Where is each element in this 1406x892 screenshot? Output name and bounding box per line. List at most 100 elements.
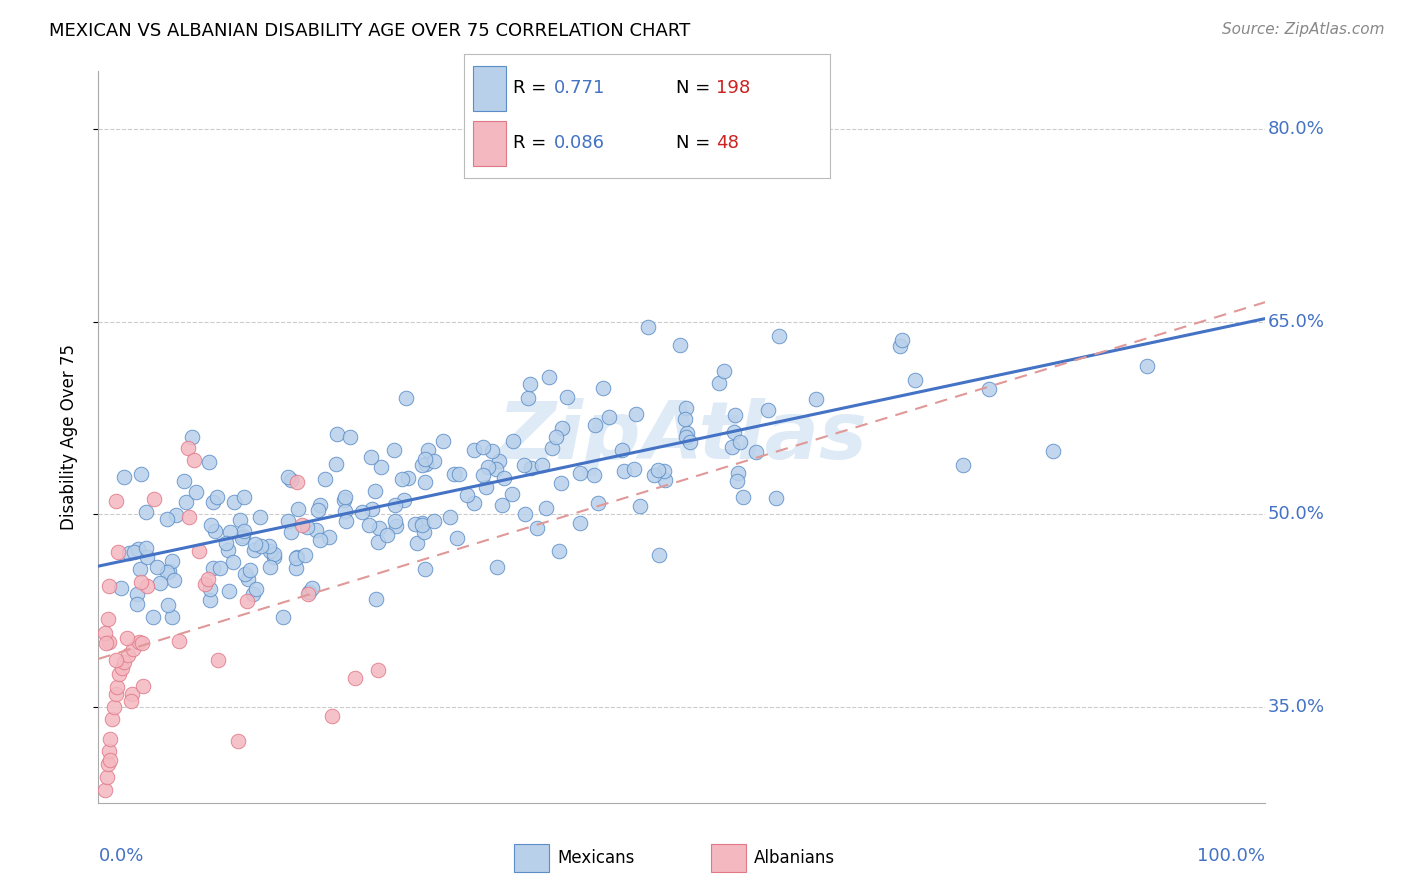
Text: 100.0%: 100.0% <box>1198 847 1265 864</box>
Point <box>105 494 128 508</box>
Point <box>104 652 127 666</box>
Point <box>513 458 536 473</box>
Point <box>309 533 332 548</box>
Point <box>111 661 134 675</box>
Point <box>96 770 118 784</box>
Point <box>904 373 927 387</box>
Point <box>94 636 117 650</box>
Point <box>135 541 157 556</box>
Text: Albanians: Albanians <box>754 849 835 867</box>
Point <box>370 459 392 474</box>
Text: 50.0%: 50.0% <box>1268 505 1324 523</box>
Point <box>326 427 349 442</box>
Point <box>411 458 433 473</box>
Point <box>765 491 787 506</box>
Point <box>569 516 592 530</box>
Point <box>156 566 179 580</box>
Point <box>536 501 558 516</box>
Text: 0.771: 0.771 <box>554 79 605 97</box>
Point <box>456 488 478 502</box>
Point <box>411 517 433 532</box>
Point <box>159 564 181 578</box>
Text: Source: ZipAtlas.com: Source: ZipAtlas.com <box>1222 22 1385 37</box>
Point <box>415 457 437 471</box>
Point <box>104 687 127 701</box>
Point <box>481 444 503 458</box>
Text: 65.0%: 65.0% <box>1268 312 1324 331</box>
Point <box>108 667 131 681</box>
Point <box>733 490 755 504</box>
Point <box>236 572 259 586</box>
Point <box>501 487 523 501</box>
Point <box>233 566 256 581</box>
Point <box>384 498 406 512</box>
Point <box>94 783 117 797</box>
Point <box>198 455 221 469</box>
Point <box>309 498 332 512</box>
Point <box>228 734 250 748</box>
Point <box>135 505 157 519</box>
Point <box>194 577 217 591</box>
Point <box>301 581 323 595</box>
Point <box>249 509 271 524</box>
Point <box>222 554 245 568</box>
Point <box>131 636 153 650</box>
Point <box>471 468 494 483</box>
Point <box>547 543 569 558</box>
Point <box>122 545 145 559</box>
Point <box>285 475 308 489</box>
Point <box>197 573 219 587</box>
Point <box>243 543 266 558</box>
Point <box>630 499 652 513</box>
Point <box>125 597 148 611</box>
Point <box>277 470 299 484</box>
Point <box>97 612 120 626</box>
Point <box>218 524 240 539</box>
Point <box>730 435 752 450</box>
Point <box>446 531 468 545</box>
Point <box>707 376 730 390</box>
Point <box>520 461 543 475</box>
Point <box>297 520 319 534</box>
Point <box>333 503 356 517</box>
Point <box>129 467 152 482</box>
Point <box>551 421 574 435</box>
Point <box>160 609 183 624</box>
Point <box>723 425 745 439</box>
Point <box>184 484 207 499</box>
Point <box>592 381 614 395</box>
Point <box>181 430 204 444</box>
Point <box>259 560 281 574</box>
Point <box>105 681 128 695</box>
Point <box>339 429 361 443</box>
Y-axis label: Disability Age Over 75: Disability Age Over 75 <box>59 344 77 530</box>
Point <box>118 545 141 559</box>
Point <box>676 425 699 440</box>
Point <box>1136 359 1159 374</box>
Point <box>384 514 406 528</box>
Point <box>727 466 749 480</box>
Point <box>488 454 510 468</box>
Point <box>174 495 197 509</box>
Point <box>167 634 190 648</box>
Point <box>156 512 179 526</box>
Point <box>411 516 433 530</box>
Point <box>544 430 567 444</box>
Point <box>344 671 367 685</box>
Point <box>97 635 120 649</box>
Point <box>232 529 254 543</box>
Point <box>263 547 285 561</box>
Point <box>101 712 124 726</box>
Point <box>516 391 538 405</box>
Point <box>531 458 554 472</box>
Point <box>271 609 294 624</box>
Text: N =: N = <box>676 135 716 153</box>
Point <box>375 528 398 542</box>
Point <box>176 441 198 455</box>
Point <box>598 410 620 425</box>
Point <box>321 709 343 723</box>
Point <box>97 579 120 593</box>
Point <box>112 655 135 669</box>
Point <box>120 694 142 708</box>
Point <box>652 464 675 478</box>
